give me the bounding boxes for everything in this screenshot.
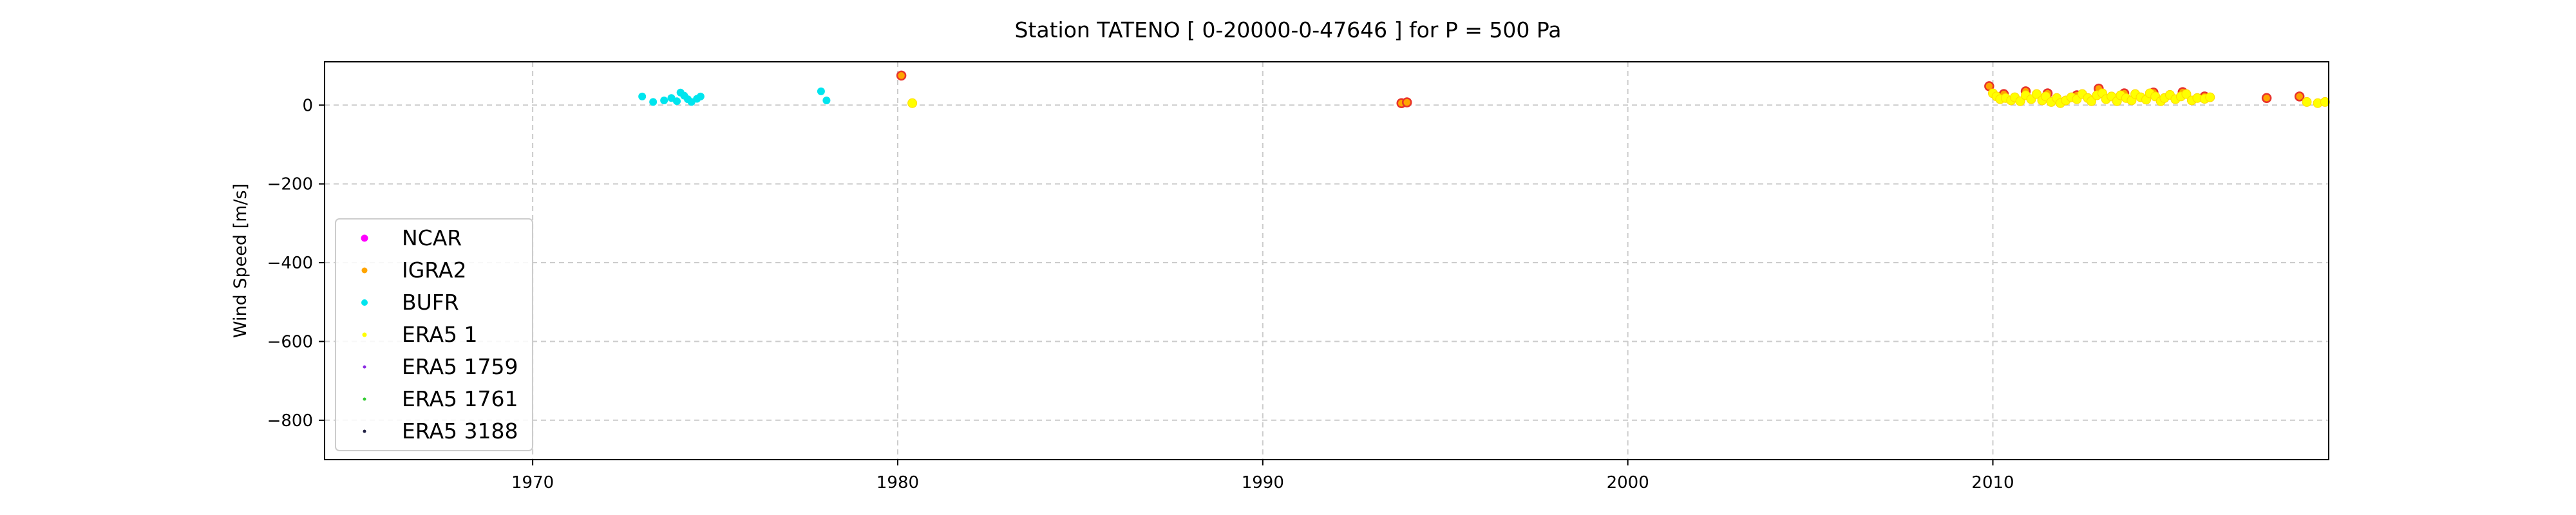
era5-1-point [907,98,918,108]
era5-1-point [2015,96,2025,106]
era5-1-point [2302,97,2312,107]
legend-marker-igra2 [361,267,368,274]
x-tick-label: 1980 [876,473,919,492]
bufr-point [822,96,831,104]
x-tick-label: 1990 [1242,473,1284,492]
legend-label-igra2: IGRA2 [402,258,466,283]
plot-frame [324,61,2329,460]
igra2-point [1401,97,1412,108]
legend-marker-era5-3188 [363,429,366,433]
x-tick-label: 2010 [1971,473,2014,492]
era5-1-point [2181,89,2192,99]
bufr-point [817,87,825,95]
y-tick-label: 0 [302,96,313,115]
legend-box [335,218,533,451]
bufr-point [660,96,668,104]
legend-marker-era5-1759 [363,365,366,369]
y-tick-label: −400 [267,254,313,273]
igra2-point [2261,93,2272,104]
legend-label-era5-1761: ERA5 1761 [402,386,518,411]
era5-1-point [2032,89,2042,99]
y-tick-label: −800 [267,411,313,431]
legend-label-era5-1759: ERA5 1759 [402,354,518,379]
legend-label-ncar: NCAR [402,225,462,250]
legend-marker-era5-1 [362,332,367,337]
chart-title: Station TATENO [ 0-20000-0-47646 ] for P… [1015,17,1562,42]
data-points-layer [638,70,2330,108]
y-axis-label: Wind Speed [m/s] [231,183,251,338]
x-tick-label: 1970 [511,473,554,492]
y-tick-label: −600 [267,332,313,351]
legend: NCAR IGRA2 BUFR ERA5 1 ERA5 1759 ERA5 1761 ERA… [335,218,533,451]
bufr-point [673,97,681,106]
bufr-point [638,92,647,100]
igra2-point [896,70,907,81]
grid-layer [325,62,2329,460]
era5-1-point [2320,97,2330,107]
igra2-point [2294,91,2305,102]
era5-1-point [2087,96,2097,106]
bufr-point [696,92,705,100]
bufr-point [649,98,658,106]
legend-marker-bufr [361,299,368,306]
legend-marker-ncar [361,234,368,242]
x-tick-label: 2000 [1607,473,1649,492]
legend-label-era5-3188: ERA5 3188 [402,418,518,444]
legend-marker-era5-1761 [363,397,366,401]
y-tick-label: −200 [267,175,313,194]
tick-layer: 1970 1980 1990 2000 2010 0 −200 −400 −600 −800 [267,96,2014,492]
era5-1-point [2205,92,2215,102]
legend-label-era5-1: ERA5 1 [402,322,478,347]
legend-label-bufr: BUFR [402,290,459,315]
